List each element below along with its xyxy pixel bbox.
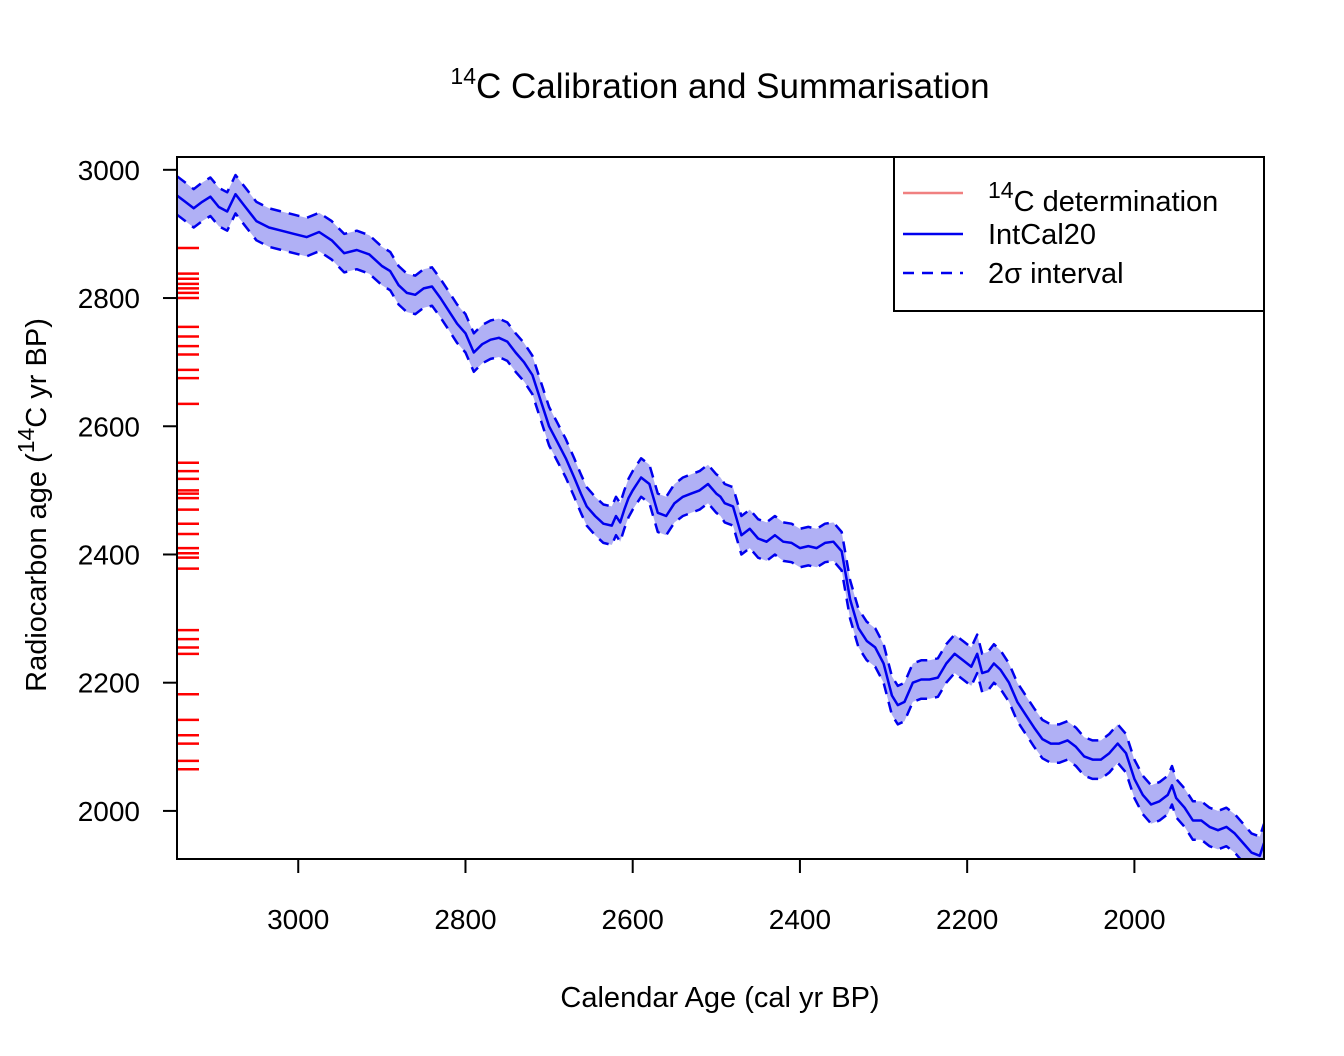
plot-area — [177, 173, 1264, 859]
lower-2sigma-line — [177, 212, 1242, 859]
legend-interval-label: 2σ interval — [988, 258, 1124, 290]
x-tick-label: 2800 — [434, 904, 496, 935]
plot-frame — [176, 156, 1265, 860]
chart-title: 14C Calibration and Summarisation — [450, 63, 989, 106]
legend-determination-text: C determination — [1014, 186, 1219, 218]
legend-determination-label: 14C determination — [988, 177, 1218, 218]
y-axis-label: Radiocarbon age (14C yr BP) — [13, 318, 53, 692]
y-tick-label: 3000 — [78, 155, 140, 186]
y-axis-label-after: C yr BP) — [21, 318, 53, 428]
x-tick-label: 2600 — [602, 904, 664, 935]
y-tick-label: 2000 — [78, 796, 140, 827]
x-tick-label: 2200 — [936, 904, 998, 935]
x-tick-label: 2000 — [1103, 904, 1165, 935]
axes: 3000 2800 2600 2400 2200 2000 3000 2800 2600 2400… — [78, 155, 1166, 935]
x-tick-label: 3000 — [267, 904, 329, 935]
legend-intcal-label: IntCal20 — [988, 219, 1096, 251]
y-axis-label-before: Radiocarbon age ( — [21, 453, 53, 692]
y-tick-label: 2600 — [78, 411, 140, 442]
y-tick-label: 2200 — [78, 668, 140, 699]
y-tick-label: 2800 — [78, 283, 140, 314]
intcal20-curve — [177, 192, 1264, 858]
chart-title-text: C Calibration and Summarisation — [476, 67, 990, 106]
x-axis-label: Calendar Age (cal yr BP) — [560, 982, 879, 1014]
chart-title-superscript: 14 — [450, 63, 476, 89]
y-axis-label-superscript: 14 — [13, 427, 39, 453]
y-tick-label: 2400 — [78, 539, 140, 570]
upper-2sigma-line — [177, 173, 1264, 838]
legend-determination-superscript: 14 — [988, 177, 1014, 203]
two-sigma-band — [177, 175, 1264, 859]
legend: 14C determination IntCal20 2σ interval — [893, 156, 1265, 312]
x-tick-label: 2400 — [769, 904, 831, 935]
